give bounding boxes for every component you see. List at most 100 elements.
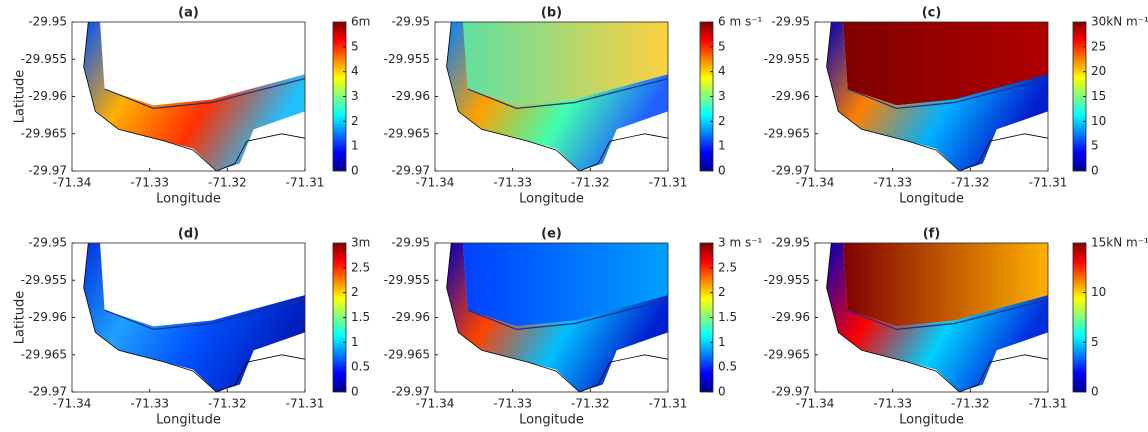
coastline — [83, 21, 306, 172]
nearshore-field — [83, 22, 305, 171]
colorbar-tick-label: 3m — [351, 236, 370, 250]
y-tick-label: -29.955 — [384, 273, 430, 287]
colorbar-tick-label: 0.5 — [351, 360, 370, 374]
nearshore-field — [446, 243, 668, 392]
y-tick-label: -29.965 — [764, 347, 810, 361]
y-tick-label: -29.955 — [21, 273, 67, 287]
colorbar-tick-label: 0 — [718, 385, 726, 399]
x-tick-label: -71.34 — [53, 176, 92, 190]
colorbar-tick-label: 1 — [718, 335, 726, 349]
colorbar-tick-label: 6 m s⁻¹ — [718, 15, 763, 29]
colorbar-tick-label: 6m — [351, 15, 370, 29]
colorbar-tick-label: 0 — [1091, 385, 1099, 399]
y-tick-label: -29.955 — [384, 52, 430, 66]
x-tick-label: -71.31 — [1029, 397, 1068, 411]
x-tick-label: -71.33 — [130, 176, 169, 190]
x-tick-label: -71.32 — [951, 176, 990, 190]
colorbar-tick-label: 5 — [718, 39, 726, 53]
x-tick-label: -71.32 — [571, 397, 610, 411]
colorbar-tick-label: 30kN m⁻¹ — [1091, 15, 1148, 29]
y-tick-label: -29.965 — [384, 126, 430, 140]
x-axis-label: Longitude — [156, 192, 221, 207]
panel-title: (f) — [923, 227, 941, 242]
colorbar-tick-label: 10 — [1091, 285, 1106, 299]
panel-title: (d) — [178, 227, 199, 242]
colorbar-tick-label: 15kN m⁻¹ — [1091, 236, 1148, 250]
y-tick-label: -29.965 — [764, 126, 810, 140]
colorbar-tick-label: 2 — [351, 285, 359, 299]
colorbar-tick-label: 15 — [1091, 89, 1106, 103]
x-tick-label: -71.31 — [649, 397, 688, 411]
panel-title: (c) — [922, 6, 942, 21]
x-tick-label: -71.33 — [873, 397, 912, 411]
y-axis-label: Latitude — [13, 70, 28, 124]
x-tick-label: -71.33 — [493, 397, 532, 411]
y-tick-label: -29.97 — [28, 164, 67, 178]
y-tick-label: -29.96 — [771, 310, 810, 324]
x-tick-label: -71.31 — [649, 176, 688, 190]
x-tick-label: -71.33 — [130, 397, 169, 411]
y-tick-label: -29.97 — [391, 164, 430, 178]
nearshore-field — [446, 22, 668, 171]
y-axis-label: Latitude — [13, 291, 28, 345]
colorbar-tick-label: 20 — [1091, 64, 1106, 78]
colorbar-tick-label: 3 m s⁻¹ — [718, 236, 763, 250]
breakwater — [847, 78, 1049, 110]
nearshore-field — [83, 243, 305, 392]
y-tick-label: -29.95 — [391, 15, 430, 29]
colorbar-tick-label: 5 — [351, 39, 359, 53]
colorbar-tick-label: 1 — [351, 139, 359, 153]
colorbar-tick-label: 1.5 — [718, 310, 737, 324]
y-tick-label: -29.95 — [391, 236, 430, 250]
y-tick-label: -29.97 — [771, 385, 810, 399]
sea-field — [463, 243, 668, 327]
colorbar-tick-label: 2.5 — [718, 260, 737, 274]
y-tick-label: -29.95 — [771, 236, 810, 250]
y-tick-label: -29.955 — [764, 52, 810, 66]
x-axis-label: Longitude — [156, 413, 221, 428]
x-axis-label: Longitude — [519, 413, 584, 428]
colorbar-tick-label: 2 — [718, 114, 726, 128]
colorbar-tick-label: 1.5 — [351, 310, 370, 324]
x-axis-label: Longitude — [519, 192, 584, 207]
colorbar — [1072, 242, 1087, 393]
y-tick-label: -29.955 — [21, 52, 67, 66]
x-axis-label: Longitude — [899, 192, 964, 207]
y-tick-label: -29.95 — [771, 15, 810, 29]
y-tick-label: -29.95 — [28, 15, 67, 29]
y-tick-label: -29.96 — [28, 310, 67, 324]
y-tick-label: -29.97 — [28, 385, 67, 399]
breakwater — [104, 299, 306, 331]
y-tick-label: -29.95 — [28, 236, 67, 250]
colorbar-tick-label: 2 — [718, 285, 726, 299]
nearshore-field — [826, 243, 1048, 392]
colorbar-tick-label: 0 — [1091, 164, 1099, 178]
panel-title: (e) — [541, 227, 562, 242]
colorbar-tick-label: 4 — [718, 64, 726, 78]
x-tick-label: -71.34 — [416, 176, 455, 190]
y-tick-label: -29.96 — [391, 89, 430, 103]
y-tick-label: -29.97 — [771, 164, 810, 178]
y-tick-label: -29.965 — [21, 126, 67, 140]
x-tick-label: -71.32 — [951, 397, 990, 411]
x-tick-label: -71.33 — [493, 176, 532, 190]
x-axis-label: Longitude — [899, 413, 964, 428]
colorbar-tick-label: 10 — [1091, 114, 1106, 128]
y-tick-label: -29.96 — [771, 89, 810, 103]
y-tick-label: -29.96 — [28, 89, 67, 103]
y-tick-label: -29.97 — [391, 385, 430, 399]
x-tick-label: -71.31 — [286, 397, 325, 411]
panel-title: (a) — [178, 6, 199, 21]
coastline — [826, 242, 1049, 393]
y-tick-label: -29.965 — [21, 347, 67, 361]
breakwater — [467, 299, 669, 331]
sea-field — [843, 243, 1048, 327]
sea-field — [463, 22, 668, 106]
x-tick-label: -71.31 — [1029, 176, 1068, 190]
colorbar-tick-label: 1 — [351, 335, 359, 349]
colorbar-tick-label: 5 — [1091, 335, 1099, 349]
colorbar-tick-label: 1 — [718, 139, 726, 153]
colorbar-tick-label: 3 — [718, 89, 726, 103]
breakwater — [847, 299, 1049, 331]
